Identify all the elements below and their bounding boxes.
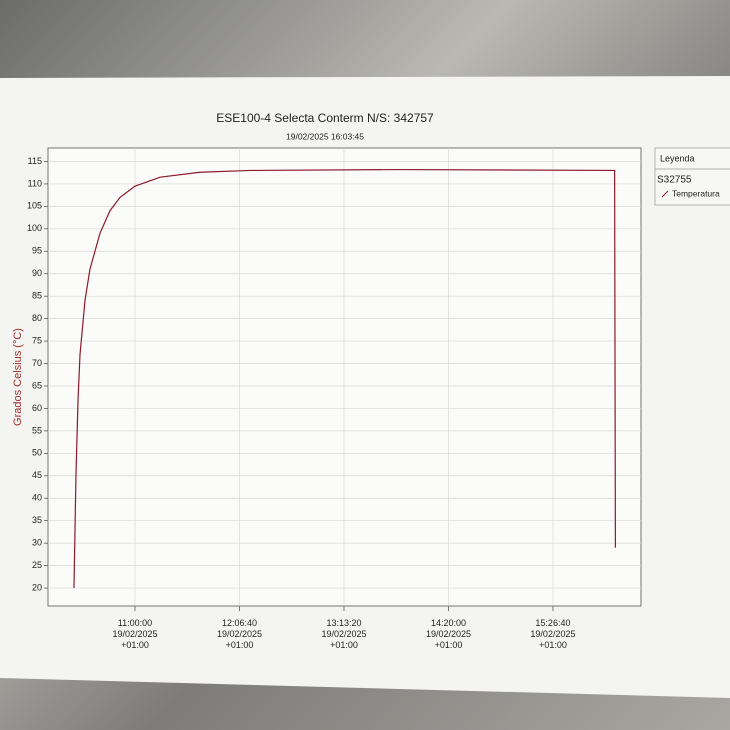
- legend-box: [654, 147, 730, 206]
- data-line: [73, 168, 616, 589]
- legend-group: S32755: [657, 175, 692, 186]
- y-tick-label: 60: [32, 403, 42, 413]
- y-tick-label: 105: [27, 201, 42, 211]
- plot-area: [47, 147, 642, 607]
- y-tick-label: 90: [32, 268, 42, 278]
- y-tick-label: 55: [32, 425, 42, 435]
- legend-title: Leyenda: [660, 153, 695, 163]
- x-tick-label: 13:13:20 19/02/2025 +01:00: [321, 618, 367, 650]
- y-tick-label: 85: [32, 291, 42, 301]
- y-tick-label: 100: [27, 223, 42, 233]
- y-tick-label: 30: [32, 538, 42, 548]
- x-tick-label: 11:00:00 19/02/2025 +01:00: [112, 618, 158, 650]
- legend-entry: Temperatura: [672, 188, 720, 198]
- x-tick-label: 15:26:40 19/02/2025 +01:00: [530, 618, 576, 650]
- y-tick-label: 95: [32, 246, 42, 256]
- chart-title: ESE100-4 Selecta Conterm N/S: 342757: [216, 111, 434, 125]
- y-tick-label: 50: [32, 448, 42, 458]
- x-tick-label: 14:20:00 19/02/2025 +01:00: [425, 618, 471, 650]
- y-tick-label: 25: [32, 560, 42, 570]
- y-tick-label: 65: [32, 380, 42, 390]
- y-tick-label: 115: [28, 156, 42, 166]
- y-tick-label: 110: [28, 178, 42, 188]
- y-tick-label: 70: [32, 358, 42, 368]
- y-tick-label: 45: [32, 470, 42, 480]
- legend-swatch: [661, 190, 669, 198]
- y-axis-label: Grados Celsius (°C): [12, 328, 24, 426]
- y-tick-label: 35: [32, 515, 42, 525]
- y-tick-label: 40: [32, 493, 42, 503]
- y-tick-label: 75: [32, 335, 42, 345]
- x-tick-label: 12:06:40 19/02/2025 +01:00: [216, 618, 262, 650]
- chart-subtitle: 19/02/2025 16:03:45: [286, 131, 364, 141]
- y-tick-label: 20: [32, 582, 42, 592]
- y-tick-label: 80: [32, 313, 42, 323]
